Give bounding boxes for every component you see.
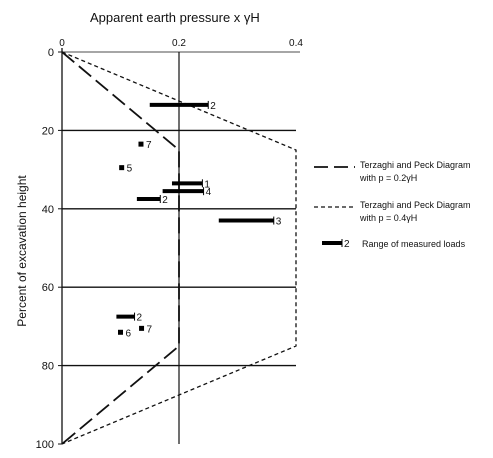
measured-load-point <box>119 165 125 171</box>
legend-label: Terzaghi and Peck Diagram <box>360 160 471 170</box>
measured-load-label: 5 <box>127 164 133 175</box>
x-tick-label: 0 <box>59 38 65 49</box>
measured-load-point <box>138 141 144 147</box>
chart-title: Apparent earth pressure x γH <box>90 10 260 25</box>
y-tick-label: 100 <box>36 439 54 451</box>
y-tick-label: 60 <box>42 282 54 294</box>
measured-load-label: 6 <box>126 328 132 339</box>
legend-label: with p = 0.2γH <box>359 173 417 183</box>
legend-label: Terzaghi and Peck Diagram <box>360 200 471 210</box>
measured-load-point <box>139 325 145 331</box>
y-tick-label: 0 <box>48 47 54 59</box>
legend-label: with p = 0.4γH <box>359 213 417 223</box>
x-tick-label: 0.4 <box>289 38 303 49</box>
series-line-2 <box>61 51 297 445</box>
y-tick-label: 80 <box>42 361 54 373</box>
design-diagram-lines <box>61 51 297 445</box>
legend-measured-label: Range of measured loads <box>362 239 466 249</box>
series-line-1 <box>61 51 180 445</box>
measured-load-label: 2 <box>137 313 143 324</box>
measured-load-label: 2 <box>210 101 216 112</box>
x-tick-label: 0.2 <box>172 38 186 49</box>
axes: 0 0.2 0.4 0 20 40 60 80 100 <box>36 38 304 451</box>
measured-load-label: 3 <box>276 217 282 228</box>
y-tick-label: 40 <box>42 204 54 216</box>
measured-load-label: 4 <box>206 187 212 198</box>
measured-load-label: 7 <box>147 324 153 335</box>
measured-load-label: 7 <box>146 140 152 151</box>
legend: Terzaghi and Peck Diagram with p = 0.2γH T… <box>314 160 471 250</box>
y-axis-label: Percent of excavation height <box>15 175 29 327</box>
measured-load-label: 1 <box>204 179 210 190</box>
measured-load-point <box>118 329 123 335</box>
measured-load-label: 2 <box>162 195 168 206</box>
legend-measured-number: 2 <box>344 239 350 250</box>
y-tick-label: 20 <box>42 125 54 137</box>
